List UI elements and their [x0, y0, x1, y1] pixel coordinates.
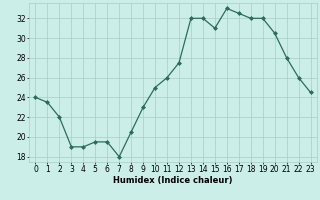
- X-axis label: Humidex (Indice chaleur): Humidex (Indice chaleur): [113, 176, 233, 185]
